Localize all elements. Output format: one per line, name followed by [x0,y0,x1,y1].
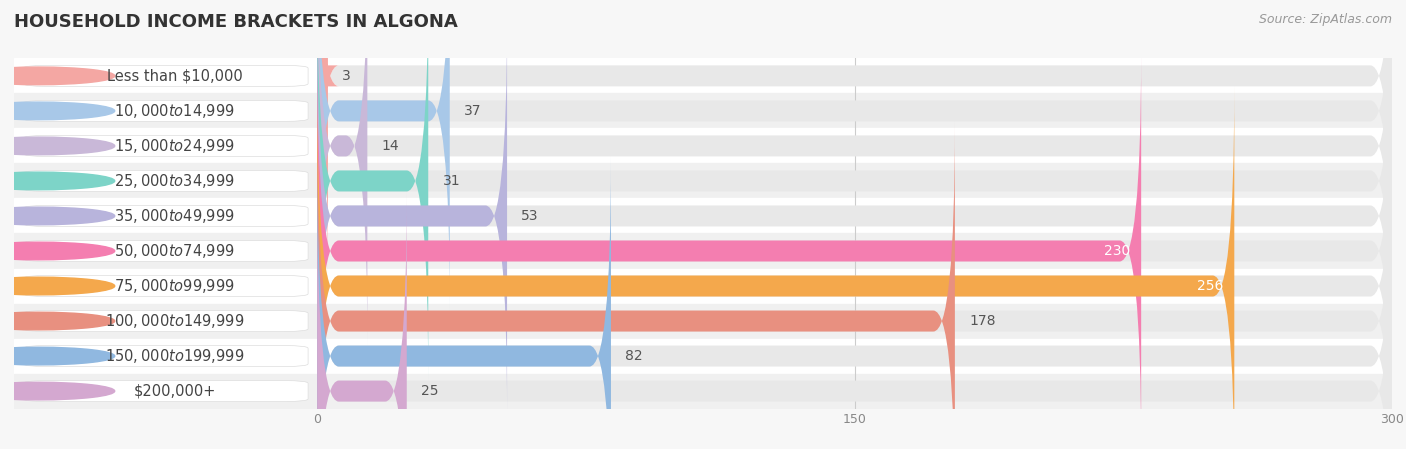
Text: 14: 14 [381,139,399,153]
Text: 53: 53 [522,209,538,223]
Text: 230: 230 [1104,244,1130,258]
Text: 82: 82 [626,349,643,363]
Circle shape [0,67,115,85]
Text: $35,000 to $49,999: $35,000 to $49,999 [114,207,235,225]
Bar [318,58,1392,93]
Text: 31: 31 [443,174,460,188]
Bar [318,339,1392,374]
Text: $10,000 to $14,999: $10,000 to $14,999 [114,102,235,120]
Text: $75,000 to $99,999: $75,000 to $99,999 [114,277,235,295]
Circle shape [0,207,115,225]
FancyBboxPatch shape [22,171,308,191]
FancyBboxPatch shape [22,136,308,156]
Text: 37: 37 [464,104,482,118]
Bar [318,198,1392,233]
Bar [14,269,318,304]
Circle shape [0,347,115,365]
FancyBboxPatch shape [318,0,1392,381]
Bar [318,163,1392,198]
FancyBboxPatch shape [22,381,308,401]
FancyBboxPatch shape [318,156,1392,449]
FancyBboxPatch shape [22,101,308,121]
Text: $200,000+: $200,000+ [134,383,217,399]
Bar [14,93,318,128]
Bar [318,93,1392,128]
FancyBboxPatch shape [318,191,1392,449]
FancyBboxPatch shape [318,121,1392,449]
Bar [14,163,318,198]
Circle shape [0,277,115,295]
FancyBboxPatch shape [318,191,406,449]
Text: $25,000 to $34,999: $25,000 to $34,999 [114,172,235,190]
Text: $15,000 to $24,999: $15,000 to $24,999 [114,137,235,155]
Text: 256: 256 [1197,279,1223,293]
Text: 25: 25 [420,384,439,398]
FancyBboxPatch shape [318,16,508,416]
FancyBboxPatch shape [318,0,1392,276]
Bar [14,58,318,93]
FancyBboxPatch shape [22,276,308,296]
FancyBboxPatch shape [318,86,1392,449]
FancyBboxPatch shape [318,0,1392,311]
FancyBboxPatch shape [22,241,308,261]
Bar [14,339,318,374]
FancyBboxPatch shape [318,121,955,449]
Circle shape [0,102,115,120]
Circle shape [0,382,115,400]
FancyBboxPatch shape [22,311,308,331]
Bar [14,374,318,409]
FancyBboxPatch shape [318,51,1392,449]
Circle shape [0,242,115,260]
Text: $150,000 to $199,999: $150,000 to $199,999 [105,347,245,365]
FancyBboxPatch shape [307,0,339,276]
Text: $100,000 to $149,999: $100,000 to $149,999 [105,312,245,330]
Bar [14,198,318,233]
FancyBboxPatch shape [318,0,450,311]
Bar [318,128,1392,163]
FancyBboxPatch shape [318,156,612,449]
Circle shape [0,137,115,155]
FancyBboxPatch shape [318,0,429,381]
Bar [318,233,1392,269]
Circle shape [0,312,115,330]
Bar [318,374,1392,409]
Text: $50,000 to $74,999: $50,000 to $74,999 [114,242,235,260]
Bar [14,233,318,269]
FancyBboxPatch shape [318,0,367,346]
Circle shape [0,172,115,190]
FancyBboxPatch shape [318,86,1234,449]
FancyBboxPatch shape [318,51,1142,449]
Text: 178: 178 [969,314,995,328]
FancyBboxPatch shape [22,346,308,366]
FancyBboxPatch shape [318,16,1392,416]
FancyBboxPatch shape [318,0,1392,346]
FancyBboxPatch shape [22,66,308,86]
FancyBboxPatch shape [22,206,308,226]
Text: 3: 3 [342,69,352,83]
Text: Less than $10,000: Less than $10,000 [107,68,243,84]
Bar [318,304,1392,339]
Bar [318,269,1392,304]
Text: HOUSEHOLD INCOME BRACKETS IN ALGONA: HOUSEHOLD INCOME BRACKETS IN ALGONA [14,13,458,31]
Text: Source: ZipAtlas.com: Source: ZipAtlas.com [1258,13,1392,26]
Bar [14,128,318,163]
Bar [14,304,318,339]
